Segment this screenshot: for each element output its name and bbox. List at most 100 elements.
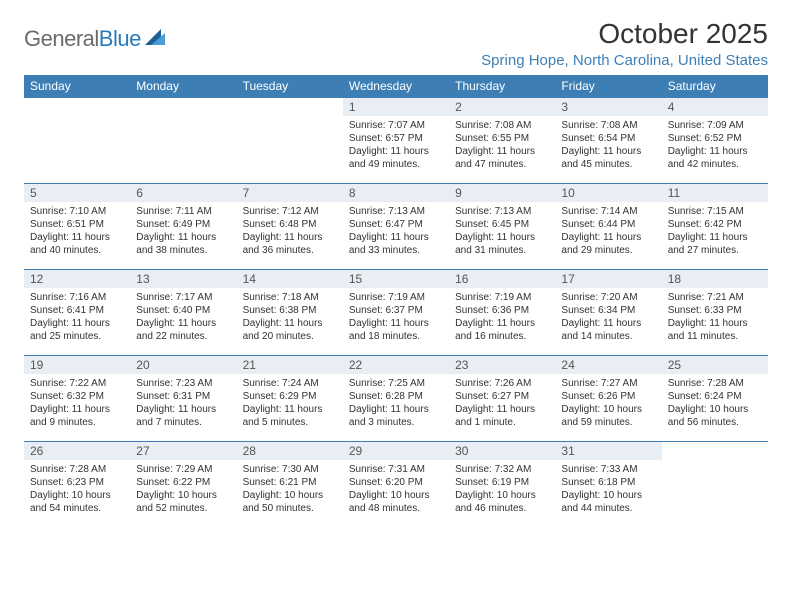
day-number: 9 <box>449 184 555 202</box>
day-cell: 30Sunrise: 7:32 AMSunset: 6:19 PMDayligh… <box>449 441 555 527</box>
daylight-text: Daylight: 11 hours and 5 minutes. <box>243 403 337 429</box>
sunset-text: Sunset: 6:41 PM <box>30 304 124 317</box>
day-cell: 8Sunrise: 7:13 AMSunset: 6:47 PMDaylight… <box>343 183 449 269</box>
day-number: 6 <box>130 184 236 202</box>
sunrise-text: Sunrise: 7:30 AM <box>243 463 337 476</box>
sunrise-text: Sunrise: 7:13 AM <box>349 205 443 218</box>
day-cell-inner: 29Sunrise: 7:31 AMSunset: 6:20 PMDayligh… <box>343 441 449 519</box>
day-cell-inner: 22Sunrise: 7:25 AMSunset: 6:28 PMDayligh… <box>343 355 449 433</box>
sunset-text: Sunset: 6:51 PM <box>30 218 124 231</box>
day-cell-inner: 1Sunrise: 7:07 AMSunset: 6:57 PMDaylight… <box>343 97 449 175</box>
sunrise-text: Sunrise: 7:20 AM <box>561 291 655 304</box>
day-cell: 20Sunrise: 7:23 AMSunset: 6:31 PMDayligh… <box>130 355 236 441</box>
dayname-fri: Friday <box>555 75 661 97</box>
day-cell: 10Sunrise: 7:14 AMSunset: 6:44 PMDayligh… <box>555 183 661 269</box>
sunset-text: Sunset: 6:22 PM <box>136 476 230 489</box>
week-row: 19Sunrise: 7:22 AMSunset: 6:32 PMDayligh… <box>24 355 768 441</box>
day-cell-inner: 9Sunrise: 7:13 AMSunset: 6:45 PMDaylight… <box>449 183 555 261</box>
daylight-text: Daylight: 11 hours and 25 minutes. <box>30 317 124 343</box>
day-details: Sunrise: 7:28 AMSunset: 6:24 PMDaylight:… <box>662 374 768 433</box>
day-cell-inner: 25Sunrise: 7:28 AMSunset: 6:24 PMDayligh… <box>662 355 768 433</box>
sunset-text: Sunset: 6:24 PM <box>668 390 762 403</box>
day-details: Sunrise: 7:19 AMSunset: 6:36 PMDaylight:… <box>449 288 555 347</box>
sunset-text: Sunset: 6:33 PM <box>668 304 762 317</box>
sunset-text: Sunset: 6:38 PM <box>243 304 337 317</box>
day-cell-inner: 11Sunrise: 7:15 AMSunset: 6:42 PMDayligh… <box>662 183 768 261</box>
sunrise-text: Sunrise: 7:19 AM <box>455 291 549 304</box>
day-cell-inner: 26Sunrise: 7:28 AMSunset: 6:23 PMDayligh… <box>24 441 130 519</box>
day-number <box>237 98 343 116</box>
daylight-text: Daylight: 11 hours and 42 minutes. <box>668 145 762 171</box>
sunset-text: Sunset: 6:44 PM <box>561 218 655 231</box>
day-cell: 1Sunrise: 7:07 AMSunset: 6:57 PMDaylight… <box>343 97 449 183</box>
sunrise-text: Sunrise: 7:23 AM <box>136 377 230 390</box>
day-details: Sunrise: 7:25 AMSunset: 6:28 PMDaylight:… <box>343 374 449 433</box>
day-number: 14 <box>237 270 343 288</box>
daylight-text: Daylight: 11 hours and 36 minutes. <box>243 231 337 257</box>
sunrise-text: Sunrise: 7:25 AM <box>349 377 443 390</box>
day-details: Sunrise: 7:20 AMSunset: 6:34 PMDaylight:… <box>555 288 661 347</box>
day-details: Sunrise: 7:24 AMSunset: 6:29 PMDaylight:… <box>237 374 343 433</box>
sunset-text: Sunset: 6:48 PM <box>243 218 337 231</box>
daylight-text: Daylight: 11 hours and 29 minutes. <box>561 231 655 257</box>
day-number: 23 <box>449 356 555 374</box>
day-cell-inner: 5Sunrise: 7:10 AMSunset: 6:51 PMDaylight… <box>24 183 130 261</box>
sunrise-text: Sunrise: 7:28 AM <box>668 377 762 390</box>
daylight-text: Daylight: 10 hours and 50 minutes. <box>243 489 337 515</box>
day-cell-inner: 8Sunrise: 7:13 AMSunset: 6:47 PMDaylight… <box>343 183 449 261</box>
sunrise-text: Sunrise: 7:09 AM <box>668 119 762 132</box>
day-cell: 17Sunrise: 7:20 AMSunset: 6:34 PMDayligh… <box>555 269 661 355</box>
sunset-text: Sunset: 6:18 PM <box>561 476 655 489</box>
sunset-text: Sunset: 6:54 PM <box>561 132 655 145</box>
day-number: 8 <box>343 184 449 202</box>
sunset-text: Sunset: 6:19 PM <box>455 476 549 489</box>
daylight-text: Daylight: 11 hours and 31 minutes. <box>455 231 549 257</box>
sunrise-text: Sunrise: 7:32 AM <box>455 463 549 476</box>
day-details: Sunrise: 7:13 AMSunset: 6:47 PMDaylight:… <box>343 202 449 261</box>
day-number <box>130 98 236 116</box>
day-cell: 19Sunrise: 7:22 AMSunset: 6:32 PMDayligh… <box>24 355 130 441</box>
sunset-text: Sunset: 6:26 PM <box>561 390 655 403</box>
sunset-text: Sunset: 6:27 PM <box>455 390 549 403</box>
day-cell: 15Sunrise: 7:19 AMSunset: 6:37 PMDayligh… <box>343 269 449 355</box>
dayname-sun: Sunday <box>24 75 130 97</box>
day-cell-inner <box>237 97 343 116</box>
sunrise-text: Sunrise: 7:22 AM <box>30 377 124 390</box>
day-cell-inner <box>130 97 236 116</box>
day-number <box>662 442 768 460</box>
day-number: 2 <box>449 98 555 116</box>
day-cell: 27Sunrise: 7:29 AMSunset: 6:22 PMDayligh… <box>130 441 236 527</box>
sunset-text: Sunset: 6:47 PM <box>349 218 443 231</box>
sunrise-text: Sunrise: 7:24 AM <box>243 377 337 390</box>
month-title: October 2025 <box>481 18 768 50</box>
day-number: 18 <box>662 270 768 288</box>
dayname-mon: Monday <box>130 75 236 97</box>
day-cell: 24Sunrise: 7:27 AMSunset: 6:26 PMDayligh… <box>555 355 661 441</box>
day-number: 1 <box>343 98 449 116</box>
sunset-text: Sunset: 6:20 PM <box>349 476 443 489</box>
day-details: Sunrise: 7:14 AMSunset: 6:44 PMDaylight:… <box>555 202 661 261</box>
day-details: Sunrise: 7:08 AMSunset: 6:54 PMDaylight:… <box>555 116 661 175</box>
day-number: 3 <box>555 98 661 116</box>
day-cell-inner: 21Sunrise: 7:24 AMSunset: 6:29 PMDayligh… <box>237 355 343 433</box>
day-cell-inner: 12Sunrise: 7:16 AMSunset: 6:41 PMDayligh… <box>24 269 130 347</box>
day-cell: 7Sunrise: 7:12 AMSunset: 6:48 PMDaylight… <box>237 183 343 269</box>
logo-text-general: General <box>24 26 99 51</box>
day-cell-inner <box>24 97 130 116</box>
day-number: 29 <box>343 442 449 460</box>
day-cell-inner: 4Sunrise: 7:09 AMSunset: 6:52 PMDaylight… <box>662 97 768 175</box>
day-details: Sunrise: 7:13 AMSunset: 6:45 PMDaylight:… <box>449 202 555 261</box>
sunset-text: Sunset: 6:32 PM <box>30 390 124 403</box>
week-row: 26Sunrise: 7:28 AMSunset: 6:23 PMDayligh… <box>24 441 768 527</box>
day-cell: 21Sunrise: 7:24 AMSunset: 6:29 PMDayligh… <box>237 355 343 441</box>
sunset-text: Sunset: 6:45 PM <box>455 218 549 231</box>
day-cell-inner: 27Sunrise: 7:29 AMSunset: 6:22 PMDayligh… <box>130 441 236 519</box>
daylight-text: Daylight: 10 hours and 56 minutes. <box>668 403 762 429</box>
day-details: Sunrise: 7:07 AMSunset: 6:57 PMDaylight:… <box>343 116 449 175</box>
daylight-text: Daylight: 11 hours and 7 minutes. <box>136 403 230 429</box>
day-cell: 16Sunrise: 7:19 AMSunset: 6:36 PMDayligh… <box>449 269 555 355</box>
sunset-text: Sunset: 6:55 PM <box>455 132 549 145</box>
daylight-text: Daylight: 10 hours and 54 minutes. <box>30 489 124 515</box>
day-cell: 22Sunrise: 7:25 AMSunset: 6:28 PMDayligh… <box>343 355 449 441</box>
daylight-text: Daylight: 10 hours and 46 minutes. <box>455 489 549 515</box>
